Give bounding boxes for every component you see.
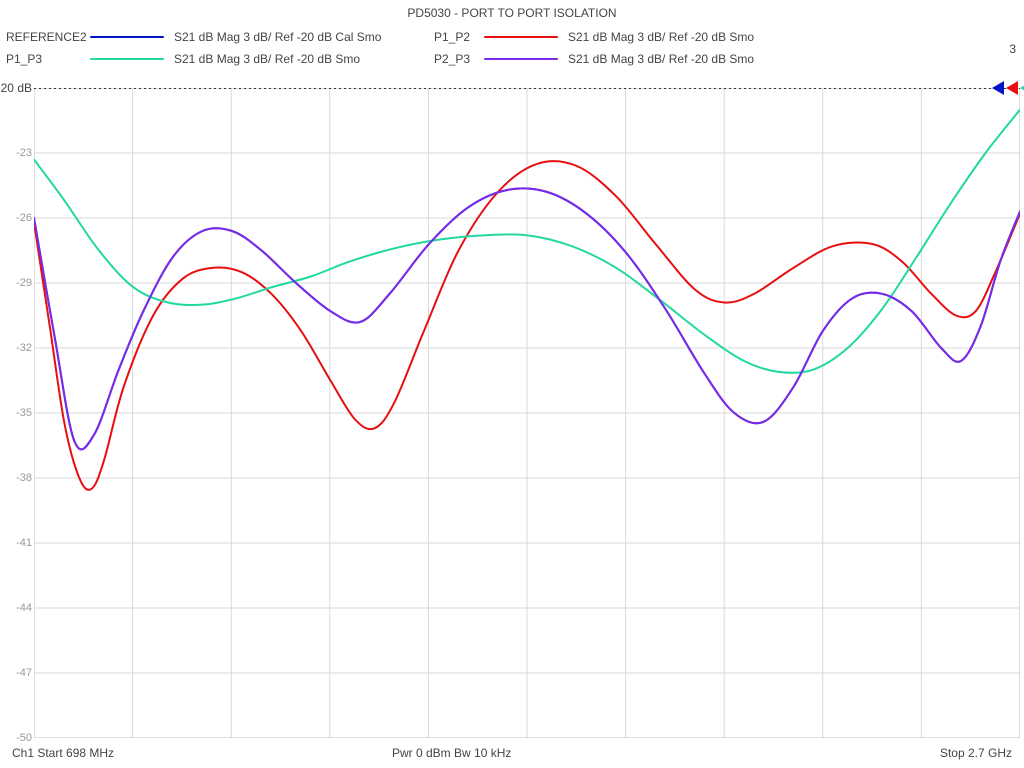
footer-center: Pwr 0 dBm Bw 10 kHz xyxy=(392,746,940,760)
marker-icon xyxy=(992,81,1004,95)
y-tick-label: -29 xyxy=(16,277,32,289)
y-tick-label: -38 xyxy=(16,472,32,484)
legend-trace-desc: S21 dB Mag 3 dB/ Ref -20 dB Smo xyxy=(174,52,434,66)
legend-trace-name: REFERENCE2 xyxy=(0,30,90,44)
legend-trace-name: P1_P3 xyxy=(0,52,90,66)
legend-swatch xyxy=(484,36,558,38)
y-tick-label: -20 dB xyxy=(0,81,32,95)
chart-svg xyxy=(34,88,1020,738)
legend-trace-desc: S21 dB Mag 3 dB/ Ref -20 dB Smo xyxy=(568,30,1024,44)
legend-swatch xyxy=(90,36,164,38)
y-tick-label: -35 xyxy=(16,407,32,419)
y-tick-label: -32 xyxy=(16,342,32,354)
plot-area: -20 dB-23-26-29-32-35-38-41-44-47-50 xyxy=(34,88,1020,738)
legend-trace-name: P1_P2 xyxy=(434,30,484,44)
legend-trace-desc: S21 dB Mag 3 dB/ Ref -20 dB Cal Smo xyxy=(174,30,434,44)
legend-trace-name: P2_P3 xyxy=(434,52,484,66)
legend-trace-desc: S21 dB Mag 3 dB/ Ref -20 dB Smo xyxy=(568,52,1024,66)
legend-swatch xyxy=(484,58,558,60)
legend-swatch xyxy=(90,58,164,60)
legend: REFERENCE2 S21 dB Mag 3 dB/ Ref -20 dB Ca… xyxy=(0,26,1024,70)
y-tick-label: -44 xyxy=(16,602,32,614)
top-right-number: 3 xyxy=(1009,42,1016,56)
legend-row: REFERENCE2 S21 dB Mag 3 dB/ Ref -20 dB Ca… xyxy=(0,26,1024,48)
y-tick-label: -41 xyxy=(16,537,32,549)
footer-bar: Ch1 Start 698 MHz Pwr 0 dBm Bw 10 kHz St… xyxy=(0,746,1024,760)
footer-start: Ch1 Start 698 MHz xyxy=(8,746,392,760)
y-tick-label: -50 xyxy=(16,732,32,744)
y-tick-label: -26 xyxy=(16,212,32,224)
footer-stop: Stop 2.7 GHz xyxy=(940,746,1016,760)
chart-title: PD5030 - PORT TO PORT ISOLATION xyxy=(0,6,1024,20)
y-tick-label: -47 xyxy=(16,667,32,679)
y-tick-label: -23 xyxy=(16,147,32,159)
legend-row: P1_P3S21 dB Mag 3 dB/ Ref -20 dB SmoP2_P… xyxy=(0,48,1024,70)
marker-icon xyxy=(1006,81,1018,95)
marker-icon xyxy=(1020,81,1024,95)
